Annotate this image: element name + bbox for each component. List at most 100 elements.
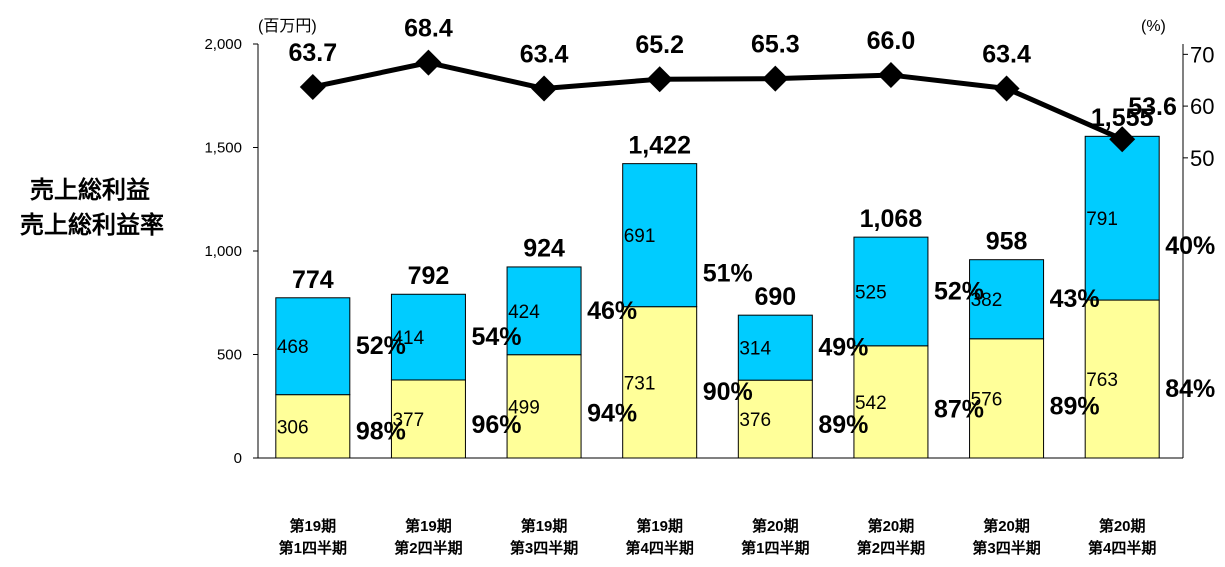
segment-value-label: 525 <box>855 282 887 303</box>
bar-segment-upper <box>622 163 698 308</box>
left-unit-label: (百万円) <box>258 18 317 35</box>
gross-margin-value-label: 65.2 <box>635 31 684 59</box>
bar-segment-lower <box>275 394 351 459</box>
segment-percent-label: 90% <box>703 378 753 406</box>
bar-total-label: 958 <box>986 228 1028 256</box>
bar-segment-lower <box>969 338 1045 459</box>
segment-value-label: 499 <box>508 397 540 418</box>
bar-segment-upper <box>506 266 582 356</box>
gross-margin-value-label: 68.4 <box>404 15 453 43</box>
segment-value-label: 306 <box>277 417 309 438</box>
segment-percent-label: 52% <box>356 332 406 360</box>
segment-percent-label: 94% <box>587 400 637 428</box>
category-label-quarter: 第2四半期 <box>394 539 462 557</box>
segment-value-label: 542 <box>855 393 887 414</box>
gross-margin-value-label: 66.0 <box>867 27 916 55</box>
segment-value-label: 414 <box>392 328 424 349</box>
segment-percent-label: 89% <box>818 411 868 439</box>
gross-margin-marker <box>993 75 1020 102</box>
segment-value-label: 376 <box>739 410 771 431</box>
gross-margin-value-label: 63.7 <box>288 39 337 67</box>
left-axis-tick-label: 1,000 <box>204 243 242 260</box>
left-axis-tick-label: 1,500 <box>204 140 242 157</box>
gross-margin-value-label: 65.3 <box>751 31 800 59</box>
category-label-period: 第20期 <box>868 517 915 535</box>
segment-value-label: 424 <box>508 302 540 323</box>
right-axis-tick-label: 50 <box>1190 146 1214 171</box>
gross-margin-marker <box>531 75 558 102</box>
right-axis-tick-label: 70 <box>1190 42 1214 67</box>
segment-value-label: 691 <box>624 226 656 247</box>
segment-value-label: 576 <box>971 389 1003 410</box>
gross-margin-marker <box>646 66 673 93</box>
segment-value-label: 468 <box>277 337 309 358</box>
category-label-period: 第19期 <box>636 517 683 535</box>
category-label-quarter: 第1四半期 <box>741 539 809 557</box>
bar-total-label: 1,068 <box>860 205 923 233</box>
segment-percent-label: 49% <box>818 334 868 362</box>
category-label-period: 第20期 <box>1099 517 1146 535</box>
bar-total-label: 1,555 <box>1091 104 1154 132</box>
category-label-quarter: 第4四半期 <box>1088 539 1156 557</box>
gross-margin-marker <box>415 49 442 76</box>
category-label-quarter: 第3四半期 <box>510 539 578 557</box>
segment-value-label: 731 <box>624 373 656 394</box>
gross-margin-value-label: 63.4 <box>982 41 1031 69</box>
side-title-gross-profit: 売上総利益 <box>30 176 150 204</box>
segment-percent-label: 52% <box>934 277 984 305</box>
segment-percent-label: 89% <box>1050 392 1100 420</box>
left-axis-tick-label: 500 <box>217 347 242 364</box>
bar-segment-upper <box>969 259 1045 340</box>
bar-segment-lower <box>622 306 698 459</box>
category-label-quarter: 第1四半期 <box>279 539 347 557</box>
category-label-quarter: 第4四半期 <box>626 539 694 557</box>
bar-total-label: 1,422 <box>628 132 691 160</box>
segment-percent-label: 43% <box>1050 285 1100 313</box>
right-unit-label: (%) <box>1141 18 1166 35</box>
segment-value-label: 791 <box>1086 209 1118 230</box>
category-label-period: 第19期 <box>405 517 452 535</box>
segment-percent-label: 40% <box>1165 232 1215 260</box>
bar-total-label: 774 <box>292 266 334 294</box>
bar-total-label: 924 <box>523 235 565 263</box>
gross-margin-value-label: 63.4 <box>520 41 569 69</box>
side-title-gross-profit-rate: 売上総利益率 <box>20 211 164 239</box>
segment-value-label: 377 <box>392 410 424 431</box>
bar-segment-lower <box>506 354 582 459</box>
segment-percent-label: 54% <box>471 323 521 351</box>
gross-margin-marker <box>1109 126 1136 153</box>
bar-segment-lower <box>390 379 466 459</box>
gross-margin-marker <box>299 73 326 100</box>
gross-margin-marker <box>762 65 789 92</box>
left-axis-tick-label: 2,000 <box>204 36 242 53</box>
category-label-period: 第20期 <box>983 517 1030 535</box>
bar-segment-upper <box>390 293 466 381</box>
bar-segment-lower <box>1084 299 1160 459</box>
bar-segment-lower <box>853 345 929 459</box>
bar-segment-upper <box>737 314 813 381</box>
bar-segment-upper <box>275 297 351 396</box>
bar-total-label: 690 <box>754 283 796 311</box>
category-label-period: 第19期 <box>289 517 336 535</box>
segment-percent-label: 96% <box>471 411 521 439</box>
gross-margin-line <box>312 60 1124 142</box>
segment-percent-label: 98% <box>356 417 406 445</box>
left-axis-tick-label: 0 <box>234 450 242 467</box>
category-label-quarter: 第3四半期 <box>972 539 1040 557</box>
category-label-period: 第19期 <box>521 517 568 535</box>
segment-percent-label: 84% <box>1165 375 1215 403</box>
category-label-period: 第20期 <box>752 517 799 535</box>
bar-segment-upper <box>1084 135 1160 301</box>
bar-segment-lower <box>737 379 813 459</box>
right-axis-tick-label: 60 <box>1190 94 1214 119</box>
segment-value-label: 382 <box>971 290 1003 311</box>
category-label-quarter: 第2四半期 <box>857 539 925 557</box>
gross-margin-marker <box>877 62 904 89</box>
segment-value-label: 763 <box>1086 370 1118 391</box>
segment-percent-label: 46% <box>587 297 637 325</box>
bar-total-label: 792 <box>408 262 450 290</box>
gross-margin-value-label: 53.6 <box>1128 93 1177 121</box>
bar-segment-upper <box>853 236 929 347</box>
segment-percent-label: 51% <box>703 260 753 288</box>
